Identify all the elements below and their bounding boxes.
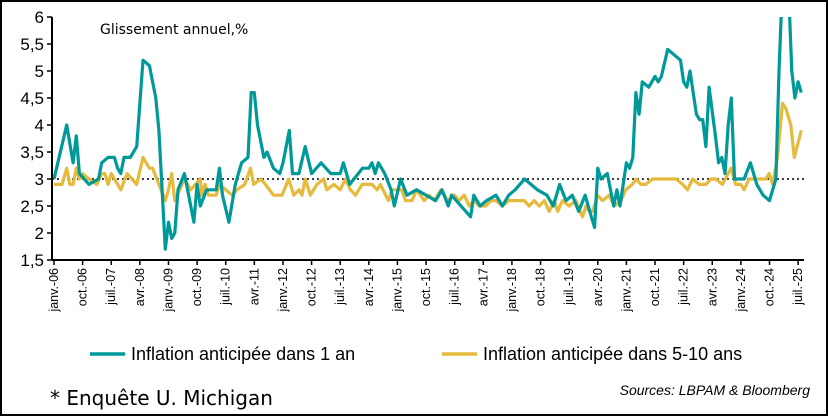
x-tick-label: avr.-11 (247, 268, 261, 305)
x-tick-label: oct.-15 (419, 268, 433, 306)
x-tick-label: janv.-18 (505, 268, 519, 313)
x-tick-label: juil.-25 (791, 268, 805, 306)
x-tick-label: avr.-08 (133, 268, 147, 306)
x-tick-label: janv.-12 (276, 268, 290, 313)
y-tick-label: 5 (35, 62, 44, 81)
x-tick-label: avr.-14 (362, 268, 376, 306)
legend-label: Inflation anticipée dans 5-10 ans (483, 344, 742, 364)
x-tick-label: oct.-24 (763, 268, 777, 306)
x-tick-label: janv.-24 (734, 268, 748, 313)
sources: Sources: LBPAM & Bloomberg (619, 382, 810, 398)
x-tick-label: janv.-21 (619, 268, 633, 313)
x-tick-label: avr.-17 (476, 268, 490, 306)
x-tick-label: oct.-06 (76, 268, 90, 306)
x-tick-label: juil.-07 (104, 268, 118, 306)
y-tick-label: 3 (35, 170, 44, 189)
x-tick-label: avr.-20 (591, 268, 605, 306)
y-tick-label: 2,5 (20, 197, 44, 216)
x-tick-label: janv.-15 (390, 268, 404, 313)
footnote: * Enquête U. Michigan (50, 386, 273, 410)
x-tick-label: janv.-06 (47, 268, 61, 313)
x-tick-label: oct.-21 (648, 268, 662, 306)
series-line-5-10-ans (54, 101, 803, 219)
x-tick-label: juil.-13 (333, 268, 347, 306)
x-tick-label: juil.-10 (219, 268, 233, 306)
x-tick-label: oct.-18 (534, 268, 548, 306)
x-tick-label: juil.-16 (448, 268, 462, 306)
x-tick-label: juil.-22 (677, 268, 691, 306)
x-tick-label: avr.-23 (705, 268, 719, 306)
series-line-1-an (52, 17, 803, 251)
x-tick-label: oct.-09 (190, 268, 204, 306)
y-tick-label: 5,5 (20, 35, 44, 54)
legend-label: Inflation anticipée dans 1 an (131, 344, 355, 364)
x-tick-label: oct.-12 (305, 268, 319, 306)
y-tick-label: 3,5 (20, 143, 44, 162)
y-tick-label: 6 (35, 8, 44, 27)
y-tick-label: 4 (35, 116, 44, 135)
x-tick-label: janv.-09 (161, 268, 175, 313)
x-tick-label: juil.-19 (562, 268, 576, 306)
chart-subtitle: Glissement annuel,% (100, 22, 249, 38)
y-tick-label: 2 (35, 224, 44, 243)
y-tick-label: 1,5 (20, 251, 44, 270)
y-tick-label: 4,5 (20, 89, 44, 108)
